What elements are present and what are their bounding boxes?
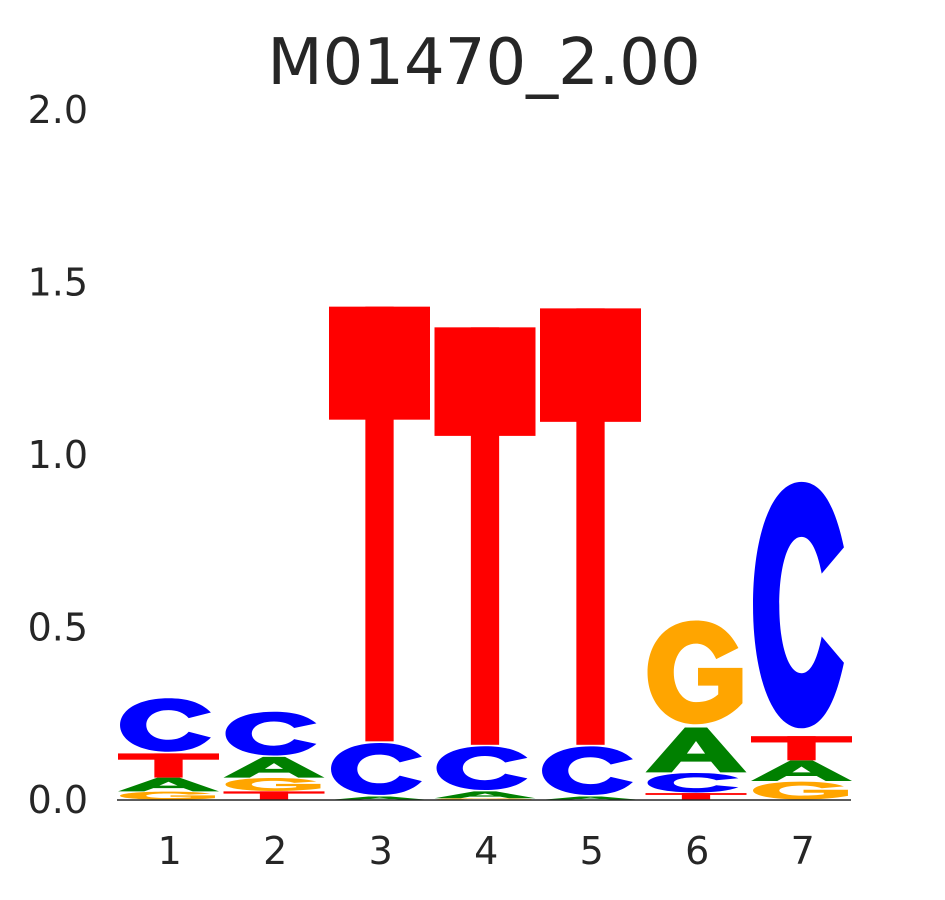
logo-letter-a: [329, 796, 430, 800]
x-tick-label: 6: [685, 829, 709, 873]
logo-letter-a: [751, 760, 852, 782]
logo-letter-t: [329, 306, 430, 742]
logo-letter-c: [436, 746, 528, 790]
logo-letter-c: [120, 698, 211, 752]
y-tick-label: 2.0: [28, 88, 88, 132]
x-tick-label: 1: [158, 829, 182, 873]
x-tick-label: 2: [263, 829, 287, 873]
logo-letter-t: [118, 753, 219, 778]
y-tick-label: 1.5: [28, 261, 88, 305]
x-axis-ticks: 1 2 3 4 5 6 7: [158, 829, 815, 873]
logo-letter-a: [118, 777, 219, 792]
logo-letter-g: [647, 620, 743, 725]
logo-letter-a: [645, 727, 747, 773]
logo-letters: [118, 306, 852, 800]
logo-letter-c: [753, 481, 844, 729]
y-tick-label: 1.0: [28, 433, 88, 477]
y-tick-label: 0.0: [28, 778, 88, 822]
x-tick-label: 4: [474, 829, 498, 873]
logo-letter-g: [120, 791, 215, 800]
x-tick-label: 7: [791, 829, 815, 873]
logo-letter-t: [434, 327, 536, 745]
y-axis-ticks: 0.0 0.5 1.0 1.5 2.0: [28, 88, 88, 822]
logo-letter-t: [645, 793, 747, 800]
logo-letter-c: [225, 711, 317, 756]
logo-letter-a: [223, 756, 325, 778]
logo-letter-t: [751, 736, 852, 761]
logo-letter-g: [753, 781, 848, 800]
y-tick-label: 0.5: [28, 606, 88, 650]
logo-letter-c: [542, 746, 633, 795]
logo-letter-a: [540, 796, 641, 800]
x-tick-label: 5: [580, 829, 604, 873]
logo-letter-a: [434, 791, 536, 799]
x-tick-label: 3: [369, 829, 393, 873]
logo-letter-c: [331, 743, 422, 795]
logo-letter-c: [647, 773, 739, 793]
logo-letter-t: [223, 791, 325, 800]
chart-title: M01470_2.00: [267, 26, 700, 100]
logo-letter-g: [225, 777, 321, 791]
logo-letter-t: [540, 308, 641, 745]
